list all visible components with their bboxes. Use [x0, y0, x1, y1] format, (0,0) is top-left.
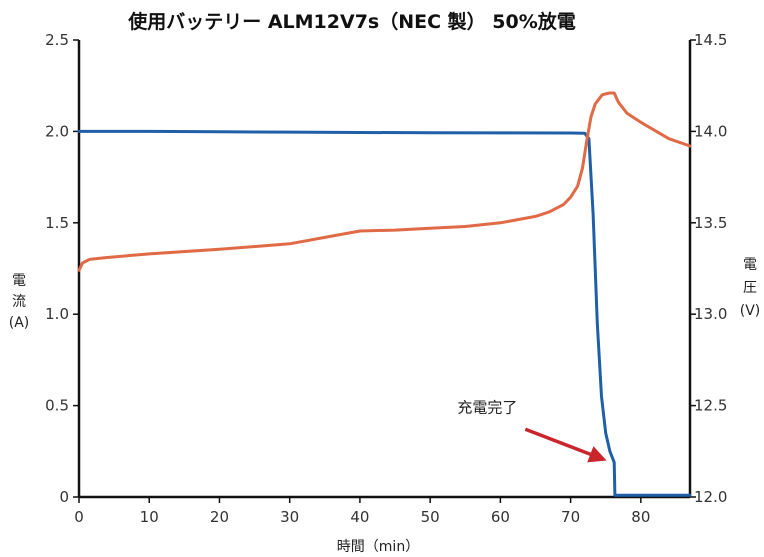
- right-y-label-line: (V): [740, 303, 761, 319]
- left-y-label-line: 流: [12, 294, 26, 310]
- right-y-tick-label: 12.5: [694, 397, 727, 415]
- annotation-layer: 充電完了: [457, 398, 607, 463]
- left-y-tick-label: 1.5: [45, 214, 69, 232]
- current-series-line: [77, 129, 692, 497]
- voltage-series-line: [77, 91, 692, 272]
- left-y-axis-label: 電流 (A): [9, 273, 30, 331]
- x-tick-label: 10: [140, 508, 159, 526]
- right-y-tick-label: 12.0: [694, 488, 727, 506]
- left-y-label-line: (A): [9, 315, 30, 331]
- x-tick-label: 60: [491, 508, 510, 526]
- right-y-label-line: 圧: [743, 280, 757, 296]
- left-y-label-line: 電: [12, 273, 26, 289]
- x-tick-label: 70: [561, 508, 580, 526]
- chart-title: 使用バッテリー ALM12V7s（NEC 製） 50%放電: [127, 10, 576, 33]
- x-tick-label: 80: [631, 508, 650, 526]
- x-axis-label: 時間（min）: [337, 539, 419, 555]
- x-tick-label: 0: [74, 508, 84, 526]
- right-y-axis-label: 電圧 (V): [740, 257, 761, 319]
- x-tick-label: 20: [210, 508, 229, 526]
- left-y-tick-label: 2.0: [45, 122, 69, 140]
- left-y-tick-label: 1.0: [45, 305, 69, 323]
- series-layer: [77, 91, 692, 497]
- left-y-tick-label: 0: [59, 488, 69, 506]
- left-y-tick-label: 0.5: [45, 397, 69, 415]
- x-tick-label: 50: [421, 508, 440, 526]
- right-y-label-line: 電: [743, 257, 757, 273]
- right-y-tick-label: 13.0: [694, 305, 727, 323]
- left-y-axis-ticks: 0 0.5 1.0 1.5 2.0 2.5: [45, 31, 79, 506]
- left-y-tick-label: 2.5: [45, 31, 69, 49]
- right-y-tick-label: 14.5: [694, 31, 727, 49]
- x-tick-label: 40: [350, 508, 369, 526]
- annotation-arrow: [524, 427, 607, 463]
- plot-axes: [77, 40, 692, 499]
- right-y-axis-ticks: 12.0 12.5 13.0 13.5 14.0 14.5: [690, 31, 727, 506]
- x-tick-label: 30: [280, 508, 299, 526]
- annotation-label: 充電完了: [457, 398, 517, 416]
- right-y-tick-label: 14.0: [694, 122, 727, 140]
- x-axis-ticks: 0 10 20 30 40 50 60 70 80: [74, 497, 650, 526]
- right-y-tick-label: 13.5: [694, 214, 727, 232]
